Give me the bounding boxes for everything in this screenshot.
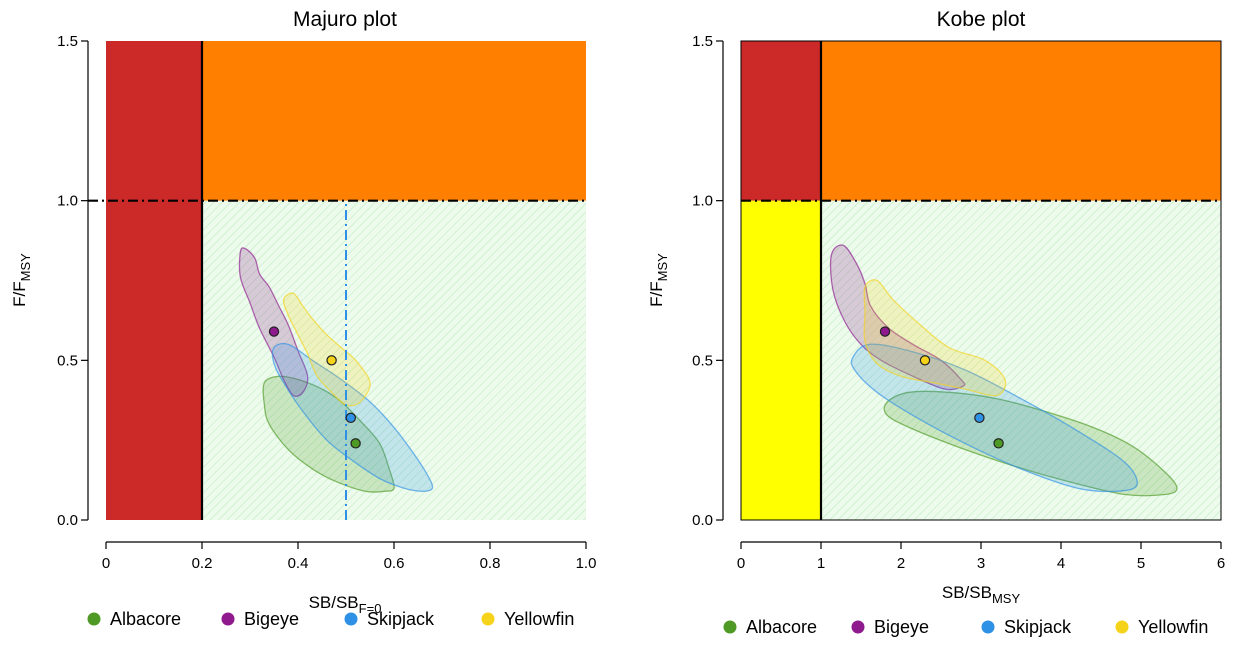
- majuro-legend-label: Skipjack: [367, 609, 435, 629]
- majuro-x-tick-label: 0.2: [192, 555, 213, 572]
- majuro-x-tick-label: 0.6: [384, 555, 405, 572]
- majuro-legend-item-skipjack: Skipjack: [344, 609, 435, 629]
- kobe-reference-lines: [741, 41, 1221, 520]
- kobe-y-tick-label: 1.0: [692, 193, 713, 210]
- majuro-points: [268, 326, 361, 449]
- majuro-yellowfin-region: [282, 292, 371, 407]
- kobe-legend-marker: [981, 620, 995, 634]
- kobe-y-axis-label: F/FMSY: [647, 253, 670, 307]
- majuro-red-zone: [106, 41, 202, 520]
- majuro-zones: [106, 41, 586, 520]
- kobe-yellowfin-point: [919, 355, 931, 366]
- kobe-legend-item-skipjack: Skipjack: [981, 617, 1072, 637]
- majuro-y-tick-label: 1.0: [57, 193, 78, 210]
- majuro-legend: Albacore Bigeye Skipjack Yellowfin: [87, 609, 574, 629]
- majuro-x-axis-label: SB/SBF=0: [309, 593, 382, 616]
- majuro-albacore-point: [350, 438, 361, 449]
- kobe-x-axis-label: SB/SBMSY: [942, 583, 1021, 606]
- majuro-legend-marker: [87, 612, 101, 626]
- majuro-x-tick-label: 0.4: [288, 555, 309, 572]
- majuro-skipjack-point: [345, 412, 356, 424]
- majuro-bigeye-point: [268, 326, 280, 337]
- majuro-x-tick-label: 0.8: [480, 555, 501, 572]
- kobe-legend-item-albacore: Albacore: [723, 617, 817, 637]
- kobe-plot: 0.0 0.5 1.0 1.5 0 1 2 3 4 5 6 Kobe plot SB/SBMSY F…: [647, 8, 1225, 637]
- majuro-legend-label: Bigeye: [244, 609, 299, 629]
- majuro-legend-marker: [221, 612, 235, 626]
- kobe-bigeye-region: [829, 244, 966, 391]
- kobe-x-tick-label: 6: [1217, 555, 1225, 572]
- majuro-albacore-region: [262, 375, 395, 493]
- kobe-legend-item-yellowfin: Yellowfin: [1115, 617, 1208, 637]
- kobe-legend-marker: [723, 620, 737, 634]
- majuro-y-axis-label: F/FMSY: [10, 253, 33, 307]
- majuro-legend-marker: [344, 612, 358, 626]
- kobe-x-tick-label: 3: [977, 555, 985, 572]
- kobe-yellowfin-region: [863, 279, 1007, 397]
- majuro-yellowfin-point: [326, 355, 337, 366]
- kobe-albacore-region: [883, 390, 1178, 497]
- majuro-legend-label: Yellowfin: [504, 609, 574, 629]
- majuro-legend-item-bigeye: Bigeye: [221, 609, 299, 629]
- kobe-legend-label: Skipjack: [1004, 617, 1072, 637]
- majuro-legend-marker: [481, 612, 495, 626]
- kobe-x-tick-label: 5: [1137, 555, 1145, 572]
- kobe-legend: Albacore Bigeye Skipjack Yellowfin: [723, 617, 1208, 637]
- majuro-y-tick-label: 1.5: [57, 33, 78, 50]
- majuro-axes: 0.0 0.5 1.0 1.5 0 0.2 0.4 0.6 0.8 1.0: [57, 33, 596, 572]
- kobe-plot-title: Kobe plot: [937, 8, 1026, 31]
- majuro-orange-zone: [202, 41, 586, 201]
- majuro-plot-title: Majuro plot: [293, 8, 397, 31]
- kobe-legend-label: Albacore: [746, 617, 817, 637]
- kobe-y-tick-label: 0.0: [692, 512, 713, 529]
- kobe-green-zone-hatch: [821, 200, 1221, 520]
- majuro-x-tick-label: 1.0: [576, 555, 597, 572]
- majuro-legend-item-yellowfin: Yellowfin: [481, 609, 574, 629]
- kobe-x-tick-label: 2: [897, 555, 905, 572]
- kobe-yellow-zone: [741, 200, 821, 520]
- kobe-x-tick-label: 0: [737, 555, 745, 572]
- majuro-y-tick-label: 0.0: [57, 512, 78, 529]
- kobe-axes: 0.0 0.5 1.0 1.5 0 1 2 3 4 5 6: [692, 33, 1225, 572]
- kobe-zones: [740, 40, 1222, 521]
- kobe-y-tick-label: 0.5: [692, 352, 713, 369]
- kobe-legend-item-bigeye: Bigeye: [851, 617, 929, 637]
- kobe-y-tick-label: 1.5: [692, 33, 713, 50]
- kobe-x-tick-label: 4: [1057, 555, 1065, 572]
- kobe-red-zone: [741, 41, 821, 201]
- kobe-albacore-point: [993, 438, 1004, 449]
- majuro-legend-item-albacore: Albacore: [87, 609, 181, 629]
- kobe-regions: [829, 244, 1178, 497]
- majuro-green-zone-hatch: [202, 200, 586, 520]
- kobe-legend-label: Yellowfin: [1138, 617, 1208, 637]
- kobe-legend-marker: [1115, 620, 1129, 634]
- kobe-x-tick-label: 1: [817, 555, 825, 572]
- majuro-plot: 0.0 0.5 1.0 1.5 0 0.2 0.4 0.6 0.8 1.0 Majuro plot…: [10, 8, 596, 629]
- kobe-plot-border: [740, 40, 1222, 521]
- kobe-bigeye-point: [879, 326, 891, 337]
- kobe-points: [879, 326, 1004, 449]
- majuro-bigeye-region: [238, 247, 309, 397]
- majuro-y-tick-label: 0.5: [57, 352, 78, 369]
- majuro-legend-label: Albacore: [110, 609, 181, 629]
- majuro-x-tick-label: 0: [102, 555, 110, 572]
- kobe-legend-marker: [851, 620, 865, 634]
- kobe-legend-label: Bigeye: [874, 617, 929, 637]
- kobe-skipjack-point: [974, 412, 985, 424]
- kobe-orange-zone: [821, 41, 1221, 201]
- majuro-reference-lines: [88, 41, 586, 520]
